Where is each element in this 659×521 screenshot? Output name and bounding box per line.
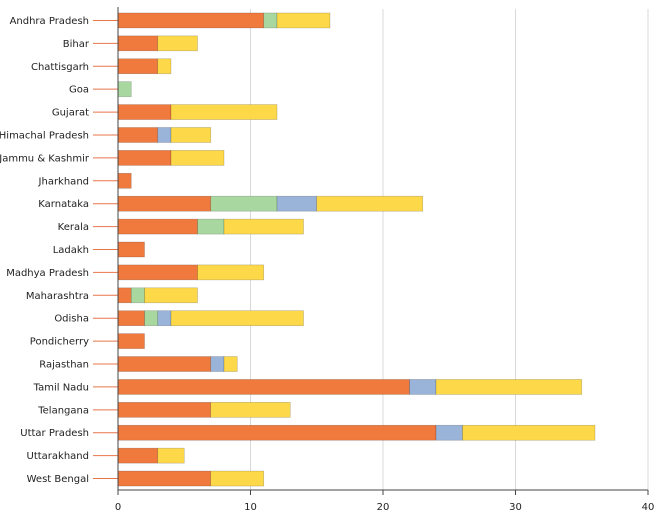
bar-segment-9-0 [117,218,198,235]
grid-lines [250,9,649,490]
bar-segment-9-1 [197,218,225,235]
bar-segment-13-0 [117,310,145,327]
bar-segment-2-0 [117,58,159,75]
category-label-19: Uttarakhand [27,451,89,462]
x-axis: 0 10 20 30 40 [115,489,655,513]
category-label-15: Rajasthan [39,360,89,371]
bar-segment-19-3 [157,447,185,464]
bar-segment-1-3 [157,35,198,52]
category-label-12: Maharashtra [26,291,89,302]
bar-segment-16-0 [117,379,410,395]
bar-segment-14-0 [117,333,145,349]
category-label-8: Karnataka [38,199,89,210]
bar-segment-0-1 [263,12,278,29]
bar-segment-16-3 [435,379,583,395]
category-label-4: Gujarat [52,108,89,119]
category-label-16: Tamil Nadu [33,382,89,393]
bar-segment-16-2 [409,379,437,395]
x-tick-label-2: 20 [377,502,390,513]
category-label-1: Bihar [63,39,90,50]
category-label-18: Uttar Pradesh [20,428,89,439]
bar-segment-12-1 [130,287,145,304]
category-label-10: Ladakh [53,245,89,256]
bar-segment-12-0 [117,287,132,304]
bar-segment-4-0 [117,104,172,120]
bar-segment-13-3 [170,310,304,327]
bar-segment-20-0 [117,470,212,487]
bar-segment-7-0 [117,172,132,189]
category-label-17: Telangana [37,405,89,416]
x-tick-label-4: 40 [642,502,655,513]
bar-segment-8-1 [210,195,278,212]
category-label-0: Andhra Pradesh [10,16,89,27]
bar-segment-8-2 [276,195,318,212]
category-label-6: Jammu & Kashmir [0,153,90,164]
y-axis: Andhra Pradesh Bihar Chattisgarh Goa Gujarat… [0,7,119,490]
bar-segment-9-3 [223,218,304,235]
category-label-3: Goa [69,85,89,96]
category-label-2: Chattisgarh [31,62,89,73]
bar-segment-18-0 [117,424,437,441]
bar-segment-8-3 [316,195,424,212]
category-label-5: Himachal Pradesh [0,130,89,141]
bar-segment-6-0 [117,150,172,166]
bar-segment-18-3 [462,424,596,441]
bar-segment-10-0 [117,241,145,258]
bars [117,12,596,487]
bar-segment-13-1 [144,310,159,327]
bar-segment-17-3 [210,402,291,418]
bar-segment-5-0 [117,127,159,143]
category-label-11: Madhya Pradesh [6,268,89,279]
bar-segment-8-0 [117,195,212,212]
category-label-9: Kerala [58,222,89,233]
bar-segment-19-0 [117,447,159,464]
bar-segment-5-3 [170,127,212,143]
bar-segment-0-3 [276,12,331,29]
bar-segment-5-2 [157,127,172,143]
x-tick-label-1: 10 [244,502,257,513]
bar-segment-15-3 [223,356,238,372]
bar-segment-15-2 [210,356,225,372]
bar-segment-20-3 [210,470,265,487]
bar-segment-0-0 [117,12,265,29]
bar-segment-11-0 [117,264,198,281]
bar-segment-12-3 [144,287,198,304]
bar-segment-6-3 [170,150,225,166]
bar-segment-4-3 [170,104,278,120]
bar-segment-15-0 [117,356,212,372]
x-tick-label-0: 0 [115,502,121,513]
bar-segment-3-1 [117,81,132,97]
category-label-20: West Bengal [27,474,89,485]
x-tick-label-3: 30 [509,502,522,513]
bar-segment-11-3 [197,264,265,281]
category-label-14: Pondicherry [30,337,89,348]
category-label-7: Jharkhand [38,176,89,187]
bar-segment-13-2 [157,310,172,327]
bar-segment-1-0 [117,35,159,52]
bar-segment-18-2 [435,424,463,441]
bar-segment-17-0 [117,402,212,418]
category-label-13: Odisha [54,314,89,325]
bar-segment-2-3 [157,58,172,75]
